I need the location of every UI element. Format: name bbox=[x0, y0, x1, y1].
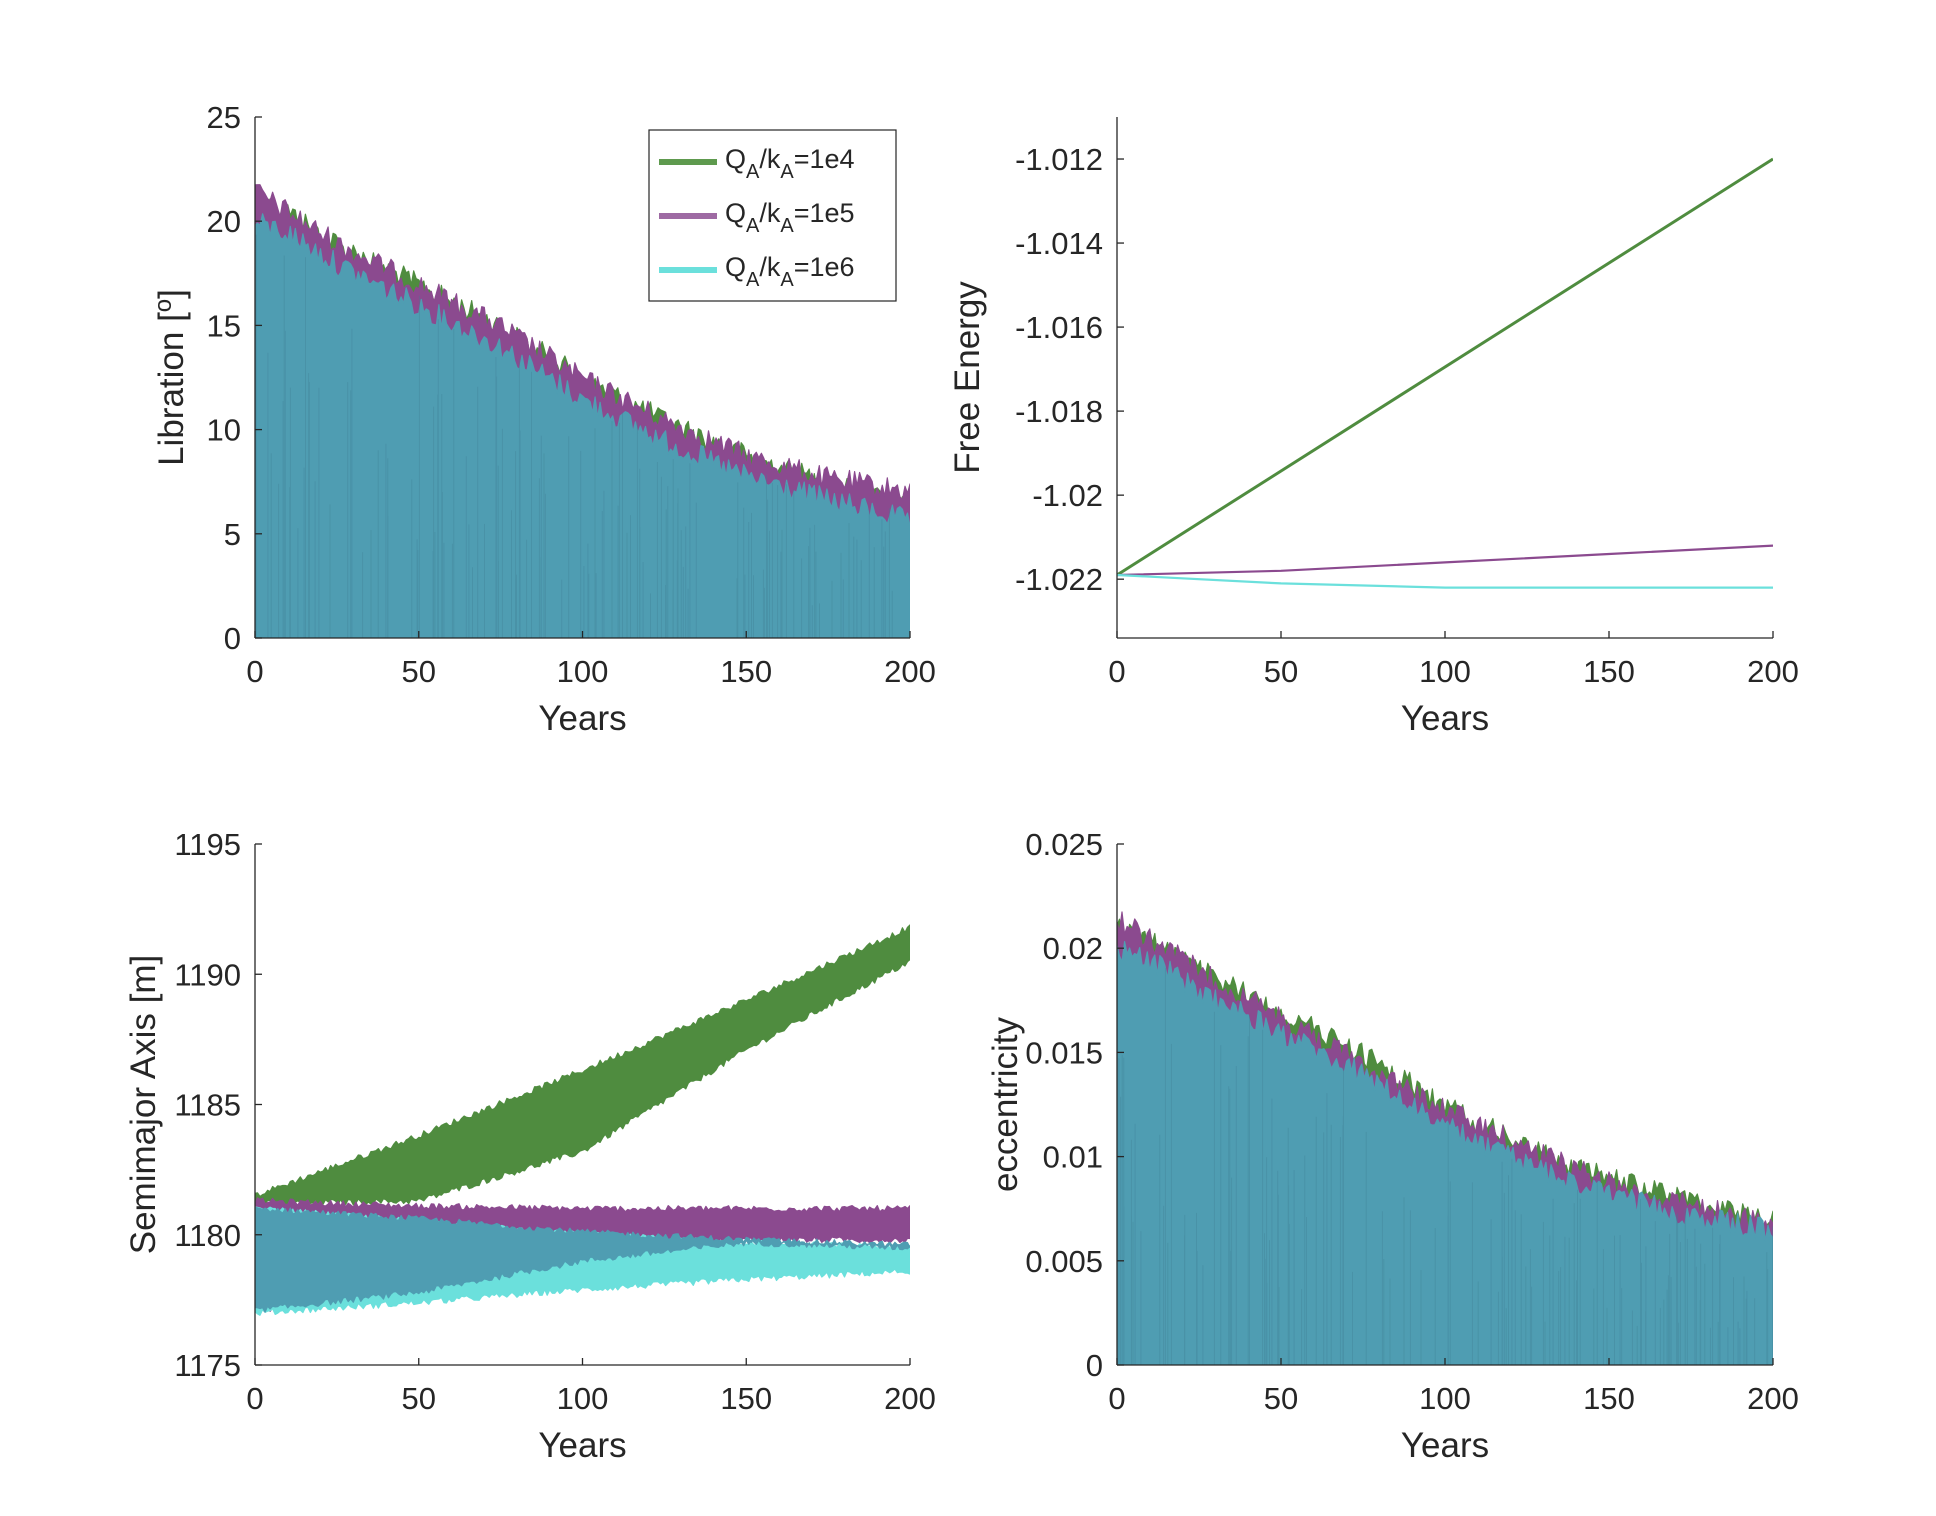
libration-ytick-label: 25 bbox=[207, 100, 241, 135]
free_energy-plot-area bbox=[1117, 157, 1773, 589]
semimajor-plot-area bbox=[255, 924, 910, 1316]
legend-entry-label: QA/kA=1e6 bbox=[725, 252, 855, 291]
libration-xtick-label: 200 bbox=[884, 654, 936, 689]
semimajor-series-overlap bbox=[255, 1206, 910, 1313]
semimajor-ytick-label: 1195 bbox=[174, 827, 241, 862]
semimajor-ytick-label: 1185 bbox=[174, 1088, 241, 1123]
legend-entry-label: QA/kA=1e4 bbox=[725, 144, 855, 183]
free_energy-ytick-label: -1.018 bbox=[1015, 394, 1103, 429]
free_energy-series-q-a-k-a-1e4 bbox=[1117, 157, 1773, 577]
eccentricity-ytick-label: 0.015 bbox=[1025, 1035, 1103, 1070]
semimajor-ylabel: Semimajor Axis [m] bbox=[124, 955, 163, 1255]
free_energy-xlabel: Years bbox=[1401, 699, 1489, 738]
panels: 0 50 100 150 200 0 5 10 15 20 25 Years Libration [o]… bbox=[124, 100, 1799, 1465]
free_energy-series-q-a-k-a-1e5 bbox=[1117, 544, 1773, 577]
libration-xtick-label: 100 bbox=[557, 654, 609, 689]
libration-ytick-label: 10 bbox=[207, 413, 241, 448]
semimajor-ytick-label: 1180 bbox=[174, 1218, 241, 1253]
free_energy-ylabel: Free Energy bbox=[948, 281, 987, 474]
libration-ytick-label: 5 bbox=[224, 517, 241, 552]
eccentricity-ytick-label: 0.01 bbox=[1043, 1140, 1103, 1175]
free_energy-ytick-label: -1.012 bbox=[1015, 142, 1103, 177]
free_energy-xtick-label: 150 bbox=[1583, 654, 1635, 689]
libration-plot-area bbox=[255, 184, 910, 638]
libration-texture bbox=[255, 234, 893, 638]
semimajor-panel: 0 50 100 150 200 1175 1180 1185 1190 1195 Years Sem… bbox=[124, 827, 936, 1465]
free_energy-panel: 0 50 100 150 200 -1.022 -1.02 -1.018 -1.016 -1.01… bbox=[948, 117, 1799, 738]
semimajor-ytick-label: 1190 bbox=[174, 957, 241, 992]
eccentricity-xlabel: Years bbox=[1401, 1426, 1489, 1465]
libration-series-q-a-k-a-1e6 bbox=[255, 213, 910, 638]
eccentricity-series-q-a-k-a-1e6 bbox=[1117, 941, 1773, 1365]
free_energy-xtick-label: 50 bbox=[1264, 654, 1298, 689]
semimajor-series-q-a-k-a-1e4 bbox=[255, 924, 910, 1206]
eccentricity-texture bbox=[1118, 967, 1773, 1365]
free_energy-xtick-label: 0 bbox=[1108, 654, 1125, 689]
semimajor-xtick-label: 50 bbox=[402, 1381, 436, 1416]
free_energy-xtick-label: 200 bbox=[1747, 654, 1799, 689]
free_energy-ytick-label: -1.02 bbox=[1032, 478, 1103, 513]
libration-xlabel: Years bbox=[538, 699, 626, 738]
libration-xtick-label: 50 bbox=[402, 654, 436, 689]
libration-ytick-label: 20 bbox=[207, 204, 241, 239]
semimajor-xtick-label: 100 bbox=[557, 1381, 609, 1416]
eccentricity-xtick-label: 50 bbox=[1264, 1381, 1298, 1416]
semimajor-xlabel: Years bbox=[538, 1426, 626, 1465]
eccentricity-xtick-label: 100 bbox=[1419, 1381, 1471, 1416]
libration-ytick-label: 0 bbox=[224, 621, 241, 656]
free_energy-ytick-label: -1.016 bbox=[1015, 310, 1103, 345]
free_energy-series-q-a-k-a-1e6 bbox=[1117, 573, 1773, 589]
semimajor-ytick-label: 1175 bbox=[174, 1348, 241, 1383]
eccentricity-ylabel: eccentricity bbox=[986, 1016, 1025, 1192]
free_energy-ytick-label: -1.014 bbox=[1015, 226, 1103, 261]
libration-xtick-label: 0 bbox=[246, 654, 263, 689]
eccentricity-ytick-label: 0.025 bbox=[1025, 827, 1103, 862]
legend: QA/kA=1e4 QA/kA=1e5 QA/kA=1e6 bbox=[648, 129, 897, 302]
libration-ylabel: Libration [o] bbox=[150, 289, 191, 466]
legend-entry-label: QA/kA=1e5 bbox=[725, 198, 855, 237]
eccentricity-xtick-label: 0 bbox=[1108, 1381, 1125, 1416]
free_energy-ytick-label: -1.022 bbox=[1015, 562, 1103, 597]
eccentricity-xtick-label: 200 bbox=[1747, 1381, 1799, 1416]
semimajor-xtick-label: 200 bbox=[884, 1381, 936, 1416]
free_energy-xtick-label: 100 bbox=[1419, 654, 1471, 689]
eccentricity-panel: 0 50 100 150 200 0 0.005 0.01 0.015 0.02 0.025 Year… bbox=[986, 827, 1799, 1465]
semimajor-xtick-label: 150 bbox=[720, 1381, 772, 1416]
semimajor-xtick-label: 0 bbox=[246, 1381, 263, 1416]
eccentricity-ytick-label: 0.005 bbox=[1025, 1244, 1103, 1279]
eccentricity-plot-area bbox=[1117, 911, 1773, 1365]
libration-xtick-label: 150 bbox=[720, 654, 772, 689]
eccentricity-ytick-label: 0.02 bbox=[1043, 931, 1103, 966]
eccentricity-xtick-label: 150 bbox=[1583, 1381, 1635, 1416]
libration-ytick-label: 15 bbox=[207, 308, 241, 343]
libration-panel: 0 50 100 150 200 0 5 10 15 20 25 Years Libration [o] bbox=[150, 100, 936, 738]
eccentricity-ytick-label: 0 bbox=[1086, 1348, 1103, 1383]
